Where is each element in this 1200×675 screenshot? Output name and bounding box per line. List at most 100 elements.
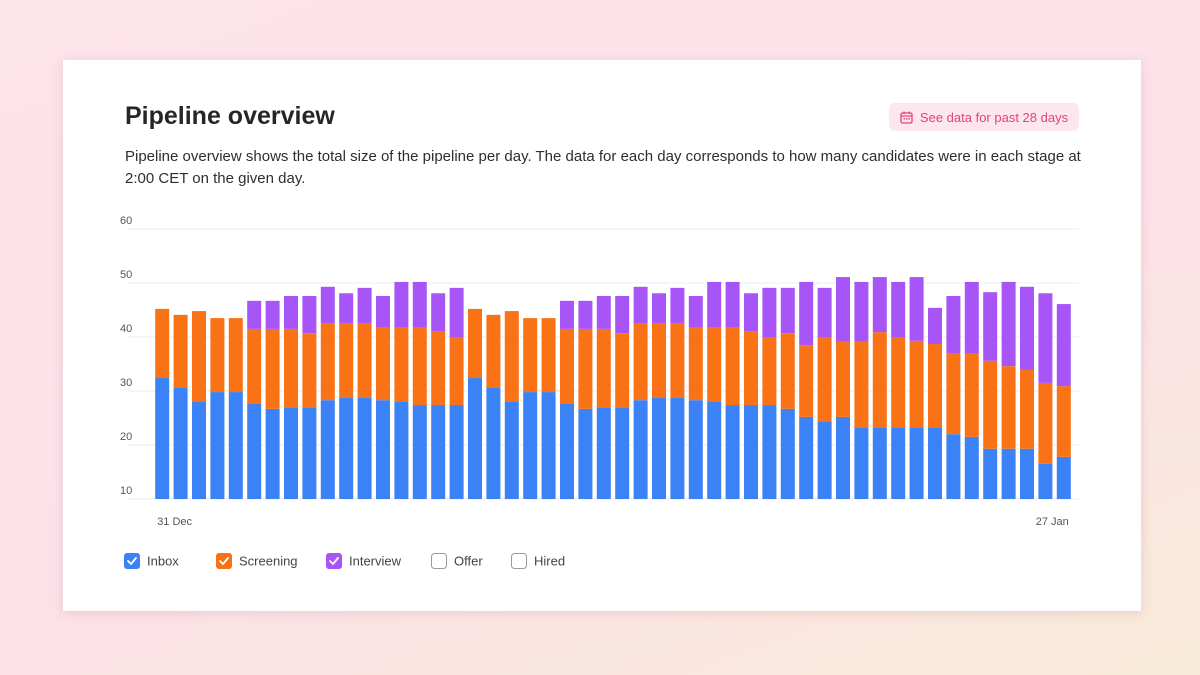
- bars: [155, 277, 1071, 499]
- bar-segment: [909, 427, 924, 499]
- bar-segment: [1020, 369, 1034, 449]
- bar-segment: [247, 403, 262, 499]
- bar-segment: [504, 311, 519, 402]
- bar-segment: [412, 281, 427, 328]
- bar-segment: [615, 333, 630, 408]
- bar-segment: [504, 401, 519, 499]
- bar-segment: [431, 293, 446, 332]
- bar-segment: [854, 281, 869, 342]
- bar-segment: [707, 327, 722, 402]
- bar-segment: [854, 427, 869, 499]
- bar-segment: [633, 322, 648, 401]
- bar-segment: [578, 408, 593, 499]
- bar-segment: [1056, 456, 1071, 499]
- bar-segment: [596, 328, 611, 408]
- bar-segment: [1038, 382, 1053, 464]
- legend-label: Screening: [239, 553, 298, 568]
- bar-segment: [928, 344, 942, 428]
- y-tick-label: 20: [120, 431, 132, 443]
- bar-segment: [210, 392, 225, 499]
- bar-segment: [228, 318, 243, 393]
- bar-segment: [652, 293, 666, 323]
- bar-segment: [928, 307, 942, 345]
- bar-segment: [1056, 304, 1071, 387]
- bar-segment: [284, 295, 298, 329]
- bar-segment: [946, 295, 961, 354]
- legend-check: [329, 557, 339, 565]
- bar-segment: [468, 378, 482, 499]
- legend-checkbox[interactable]: [431, 553, 447, 569]
- bar-segment: [762, 405, 777, 499]
- bar-segment: [412, 327, 427, 406]
- description: Pipeline overview shows the total size o…: [125, 148, 1081, 187]
- bar-segment: [247, 300, 262, 329]
- bar-segment: [155, 308, 170, 379]
- bar-segment: [872, 277, 887, 333]
- bar-segment: [155, 378, 170, 499]
- bar-segment: [836, 341, 850, 417]
- date-range-button[interactable]: See data for past 28 days: [889, 103, 1079, 131]
- bar-segment: [780, 287, 795, 334]
- bar-segment: [228, 392, 243, 499]
- bar-segment: [247, 328, 262, 404]
- y-tick-label: 50: [120, 269, 132, 281]
- bar-segment: [891, 337, 906, 428]
- legend-check: [127, 557, 137, 565]
- bar-segment: [817, 287, 832, 337]
- bar-segment: [872, 332, 887, 428]
- bar-segment: [707, 281, 722, 328]
- bar-segment: [799, 416, 814, 499]
- legend-checkbox[interactable]: [124, 553, 140, 569]
- bar-segment: [744, 293, 758, 332]
- bar-segment: [854, 341, 869, 428]
- bar-segment: [523, 318, 538, 393]
- x-tick-label: 27 Jan: [1036, 516, 1069, 528]
- bar-segment: [357, 398, 372, 499]
- bar-segment: [284, 328, 298, 408]
- bar-segment: [670, 287, 685, 323]
- bar-segment: [394, 401, 409, 499]
- bar-segment: [983, 292, 998, 361]
- legend-checkbox[interactable]: [216, 553, 232, 569]
- bar-segment: [983, 360, 998, 449]
- legend-label: Interview: [349, 553, 402, 568]
- legend-checkbox[interactable]: [326, 553, 342, 569]
- bar-segment: [173, 314, 188, 388]
- bar-segment: [670, 322, 685, 399]
- bar-segment: [615, 295, 630, 334]
- title: Pipeline overview: [125, 102, 335, 130]
- bar-segment: [541, 392, 556, 499]
- bar-segment: [744, 405, 758, 499]
- bar-segment: [431, 331, 446, 406]
- bar-segment: [1038, 463, 1053, 499]
- bar-segment: [762, 287, 777, 337]
- bar-segment: [394, 327, 409, 402]
- bar-segment: [192, 311, 206, 402]
- bar-segment: [909, 340, 924, 428]
- bar-segment: [320, 400, 335, 499]
- bar-segment: [633, 286, 648, 323]
- bar-segment: [173, 387, 188, 499]
- bar-segment: [376, 295, 390, 328]
- bar-segment: [578, 328, 593, 409]
- bar-segment: [799, 281, 814, 346]
- bar-segment: [744, 331, 758, 406]
- bar-segment: [431, 405, 446, 499]
- bar-segment: [780, 333, 795, 409]
- bar-segment: [633, 400, 648, 499]
- bar-segment: [780, 408, 795, 499]
- bar-segment: [302, 407, 317, 499]
- bar-segment: [983, 448, 998, 499]
- bar-segment: [817, 421, 832, 499]
- bar-segment: [449, 337, 464, 406]
- bar-segment: [578, 300, 593, 329]
- legend-checkbox[interactable]: [511, 553, 527, 569]
- bar-segment: [928, 427, 942, 499]
- bar-segment: [707, 401, 722, 499]
- bar-segment: [1038, 293, 1053, 383]
- bar-segment: [541, 318, 556, 393]
- bar-segment: [486, 314, 501, 388]
- bar-segment: [320, 322, 335, 401]
- legend-check: [219, 557, 229, 565]
